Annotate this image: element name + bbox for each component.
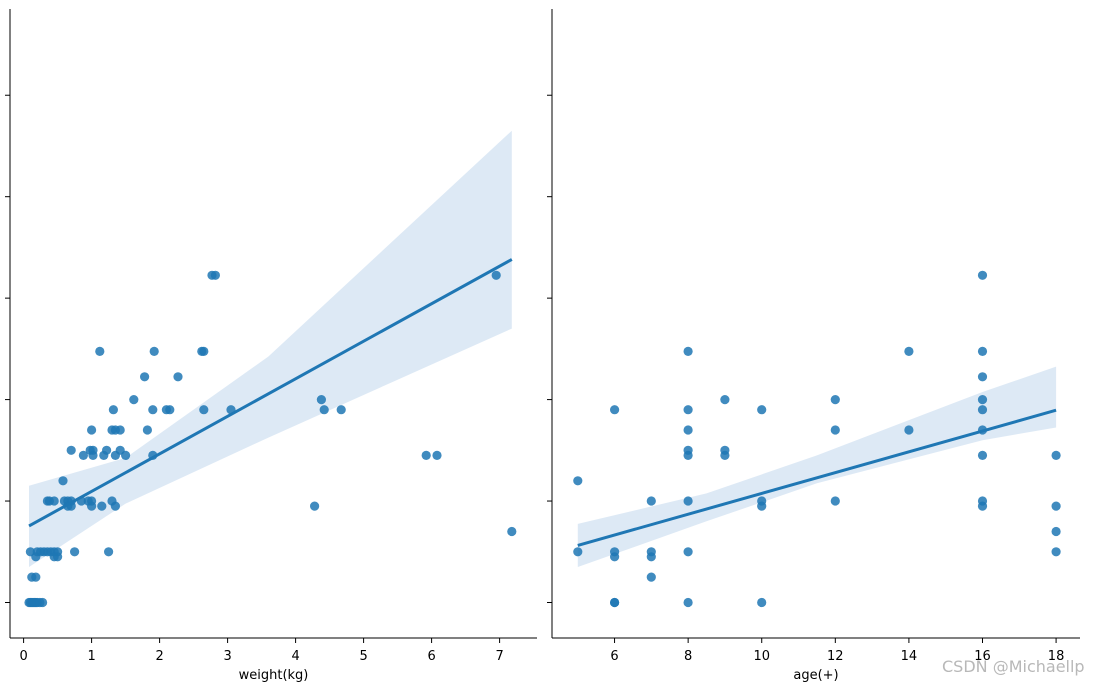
data-point (49, 496, 59, 506)
data-point (573, 476, 583, 486)
data-point (977, 395, 988, 405)
data-point (38, 597, 48, 608)
data-point (31, 572, 41, 582)
data-point (977, 405, 988, 415)
x-tick-label: 4 (291, 649, 299, 664)
watermark-text: CSDN @Michaellp (942, 657, 1085, 676)
data-point (78, 450, 88, 460)
x-tick-label: 3 (223, 649, 231, 664)
data-point (646, 496, 656, 506)
data-point (104, 547, 114, 557)
data-point (129, 395, 139, 405)
data-point (87, 425, 97, 435)
data-point (904, 346, 914, 356)
x-tick-label: 0 (19, 649, 27, 664)
data-point (757, 496, 767, 506)
data-point (830, 425, 840, 435)
data-point (319, 405, 329, 415)
regression-line (577, 408, 1057, 547)
data-point (108, 405, 118, 415)
chart-panel-1: 0 1 2 3 4 5 6 7 weight(kg) (5, 9, 537, 683)
data-point (646, 547, 656, 557)
data-point (110, 501, 120, 511)
data-point (199, 346, 209, 356)
regression-line (28, 258, 513, 528)
data-point (66, 445, 76, 455)
x-tick-label: 8 (684, 649, 692, 664)
data-point (87, 501, 97, 511)
data-point (683, 496, 693, 506)
x-tick-label: 18 (1048, 649, 1065, 664)
x-tick-label: 12 (827, 649, 844, 664)
data-point (683, 597, 693, 608)
data-point (904, 425, 914, 435)
data-point (757, 405, 767, 415)
data-point (95, 346, 105, 356)
data-point (148, 405, 158, 415)
data-point (336, 405, 346, 415)
data-point (830, 395, 840, 405)
data-point (683, 445, 693, 455)
data-point (610, 597, 620, 608)
data-point (610, 405, 620, 415)
data-point (421, 450, 431, 460)
data-point (121, 450, 131, 460)
x-tick-label: 14 (901, 649, 918, 664)
data-point (97, 501, 107, 511)
x-axis-label: age(+) (793, 668, 838, 683)
data-point (573, 547, 583, 557)
data-point (140, 372, 150, 382)
data-point (102, 445, 112, 455)
data-point (115, 425, 125, 435)
data-point (757, 597, 767, 608)
data-point (683, 547, 693, 557)
data-point (683, 425, 693, 435)
data-point (977, 496, 988, 506)
data-point (432, 450, 442, 460)
data-point (977, 346, 988, 356)
data-point (165, 405, 175, 415)
data-point (210, 270, 220, 280)
data-point (720, 445, 730, 455)
x-tick-label: 7 (495, 649, 503, 664)
data-point (610, 547, 620, 557)
data-point (142, 425, 152, 435)
data-point (1051, 501, 1061, 511)
x-tick-label: 5 (359, 649, 367, 664)
data-point (58, 476, 68, 486)
data-point (491, 270, 501, 280)
data-point (316, 395, 326, 405)
data-point (1051, 450, 1061, 460)
x-tick-label: 6 (610, 649, 618, 664)
x-tick-label: 6 (427, 649, 435, 664)
data-point (310, 501, 320, 511)
x-tick-label: 1 (87, 649, 95, 664)
data-point (507, 526, 517, 537)
x-tick-label: 10 (753, 649, 770, 664)
chart-panel-2: 6 8 10 12 14 16 18 age(+) (547, 9, 1080, 683)
data-point (683, 405, 693, 415)
data-point (1051, 547, 1061, 557)
data-point (977, 450, 988, 460)
data-point (149, 346, 159, 356)
x-tick-label: 2 (155, 649, 163, 664)
data-point (977, 270, 988, 280)
data-point (88, 445, 98, 455)
data-point (31, 552, 41, 562)
data-point (683, 346, 693, 356)
x-tick-label: 16 (974, 649, 991, 664)
data-point (977, 372, 988, 382)
data-point (70, 547, 80, 557)
x-axis-label: weight(kg) (239, 668, 309, 683)
data-point (53, 552, 63, 562)
confidence-band (577, 366, 1057, 567)
data-point (173, 372, 183, 382)
data-point (1051, 526, 1061, 537)
data-point (199, 405, 209, 415)
data-point (830, 496, 840, 506)
data-point (720, 395, 730, 405)
data-point (646, 572, 656, 582)
